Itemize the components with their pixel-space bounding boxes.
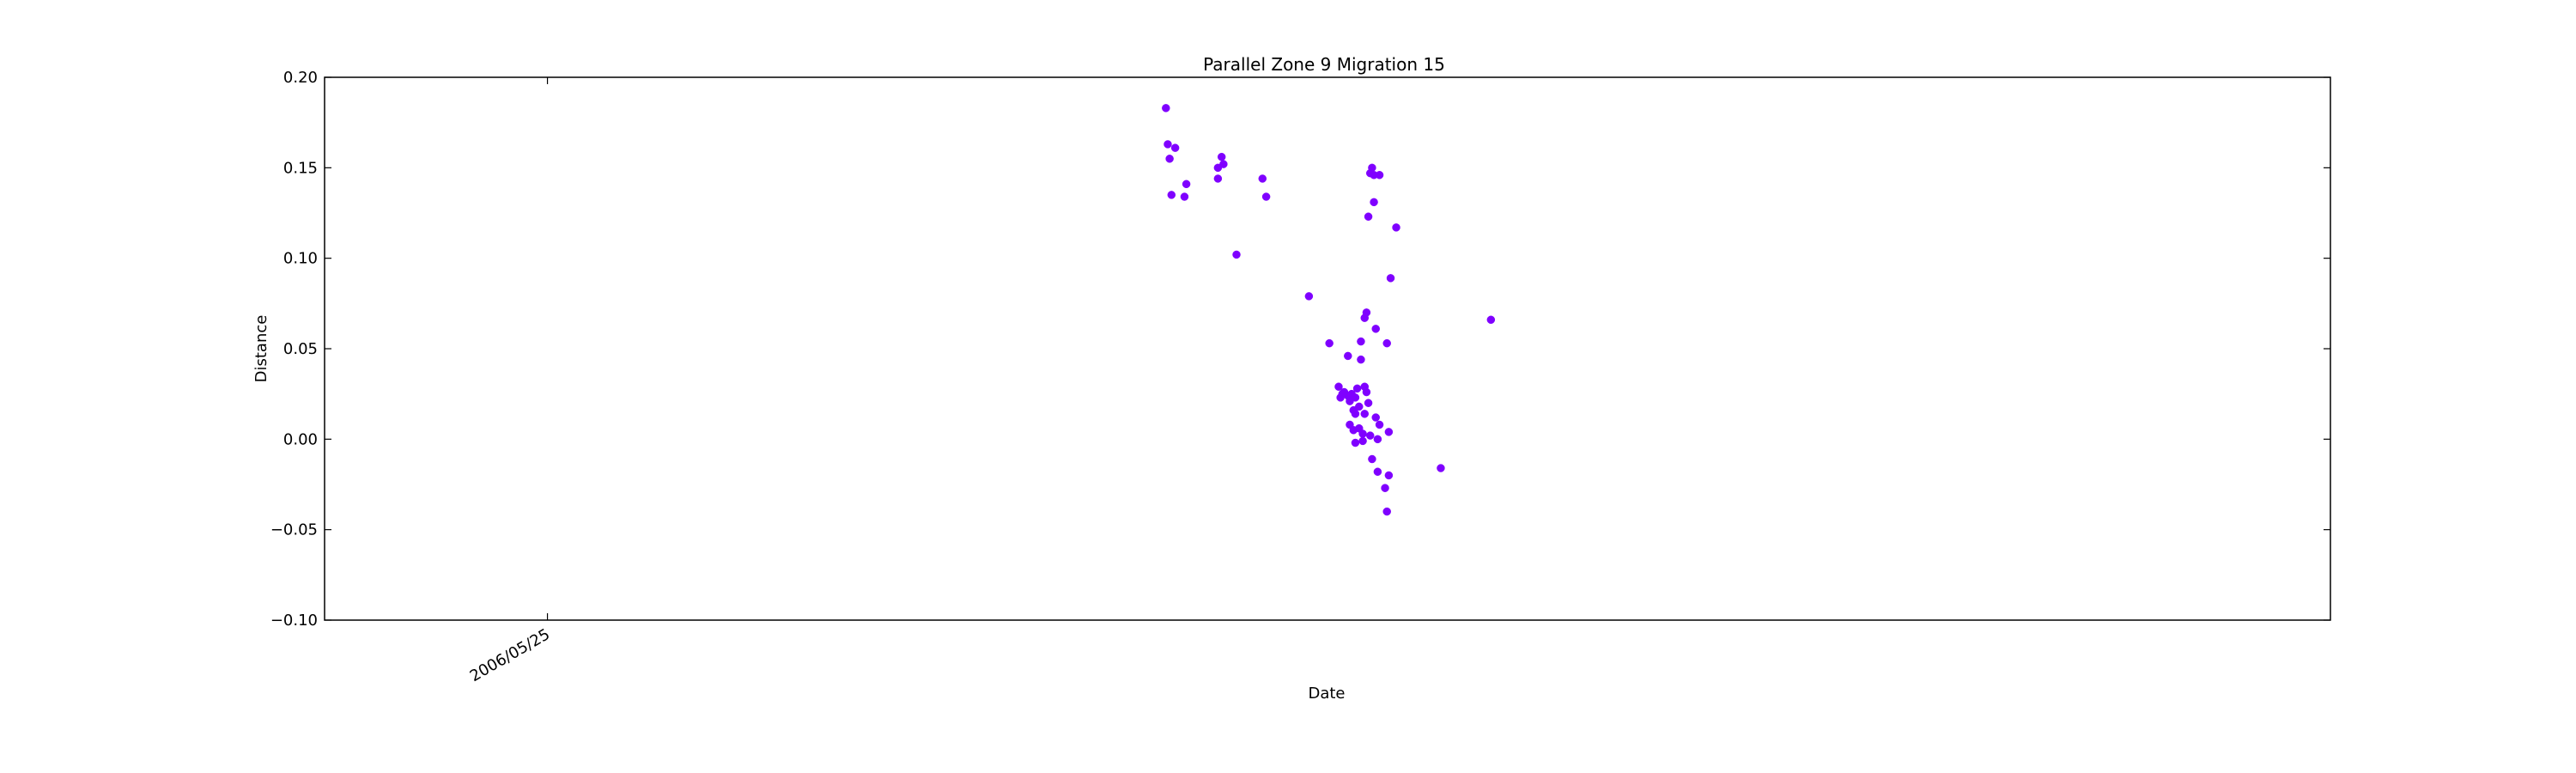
- data-point: [1334, 382, 1343, 391]
- data-point: [1375, 420, 1384, 429]
- data-point: [1232, 250, 1241, 259]
- data-point: [1362, 387, 1371, 397]
- data-point: [1217, 152, 1226, 161]
- data-point: [1170, 143, 1180, 152]
- y-tick-label: 0.00: [283, 430, 318, 448]
- data-point: [1371, 413, 1380, 422]
- data-point: [1364, 212, 1373, 221]
- x-axis-label: Date: [1308, 685, 1345, 703]
- data-point: [1371, 325, 1380, 333]
- data-point: [1368, 163, 1376, 173]
- plot-frame: [324, 76, 2331, 621]
- data-point: [1357, 355, 1365, 364]
- data-point: [1351, 393, 1360, 402]
- data-point: [1382, 507, 1391, 516]
- data-point: [1182, 180, 1191, 189]
- data-point: [1357, 337, 1365, 346]
- data-point: [1351, 438, 1360, 447]
- y-tick-label: 0.15: [283, 159, 318, 177]
- data-point: [1386, 274, 1395, 283]
- data-point: [1364, 399, 1373, 407]
- data-point: [1365, 431, 1375, 440]
- data-point: [1375, 171, 1384, 180]
- data-point: [1325, 338, 1334, 348]
- data-point: [1213, 174, 1223, 183]
- data-point: [1392, 223, 1400, 232]
- data-point: [1344, 351, 1352, 361]
- data-point: [1373, 435, 1382, 444]
- y-tick-label: 0.20: [283, 69, 318, 87]
- y-axis-label: Distance: [252, 315, 270, 383]
- data-point: [1165, 155, 1174, 163]
- data-point: [1384, 428, 1394, 436]
- data-point: [1373, 467, 1382, 477]
- data-point: [1358, 436, 1367, 446]
- x-axis: 2006/05/25: [467, 77, 553, 685]
- data-point: [1368, 454, 1376, 464]
- data-point: [1304, 292, 1314, 301]
- data-point: [1355, 402, 1364, 411]
- y-tick-label: 0.10: [283, 250, 318, 268]
- data-point: [1351, 410, 1360, 418]
- data-point: [1384, 471, 1394, 480]
- y-tick-label: 0.05: [283, 340, 318, 358]
- y-tick-label: −0.10: [270, 612, 318, 630]
- chart-title: Parallel Zone 9 Migration 15: [1203, 54, 1445, 75]
- data-point: [1362, 308, 1371, 317]
- data-point: [1382, 338, 1391, 348]
- data-point: [1486, 315, 1496, 325]
- data-point: [1162, 104, 1170, 113]
- x-tick-label: 2006/05/25: [467, 625, 553, 685]
- data-point: [1258, 174, 1267, 183]
- data-point: [1360, 410, 1370, 418]
- data-point: [1167, 191, 1176, 199]
- data-point: [1163, 140, 1172, 149]
- data-point: [1219, 160, 1228, 168]
- data-point: [1180, 192, 1189, 201]
- plot-area: [324, 76, 2331, 621]
- data-points: [1162, 104, 1496, 516]
- data-point: [1381, 484, 1389, 492]
- data-point: [1437, 464, 1445, 472]
- data-point: [1358, 429, 1367, 438]
- data-point: [1370, 198, 1378, 207]
- y-axis: −0.10 −0.05 0.00 0.05 0.10 0.15 0.20: [270, 69, 2330, 630]
- data-point: [1261, 192, 1271, 201]
- data-point: [1352, 384, 1362, 393]
- y-tick-label: −0.05: [270, 521, 318, 539]
